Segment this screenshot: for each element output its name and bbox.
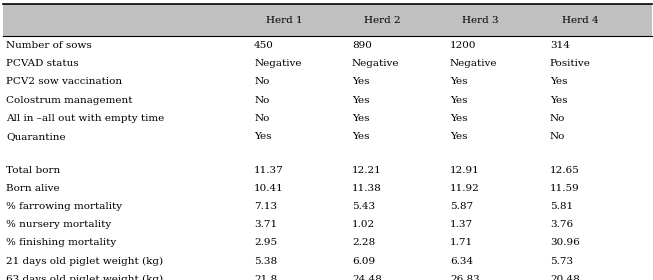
Text: 30.96: 30.96	[550, 238, 580, 248]
Text: Total born: Total born	[6, 165, 60, 175]
Bar	[3, 4, 652, 36]
Text: % finishing mortality: % finishing mortality	[6, 238, 116, 248]
Text: Colostrum management: Colostrum management	[6, 95, 133, 105]
Text: No: No	[254, 95, 270, 105]
Text: 11.38: 11.38	[352, 184, 382, 193]
Text: 6.09: 6.09	[352, 256, 375, 266]
Text: Yes: Yes	[550, 77, 567, 87]
Text: Yes: Yes	[450, 95, 468, 105]
Text: Yes: Yes	[352, 95, 370, 105]
Text: 3.76: 3.76	[550, 220, 573, 229]
Text: 5.73: 5.73	[550, 256, 573, 266]
Text: 7.13: 7.13	[254, 202, 277, 211]
Text: 20.48: 20.48	[550, 275, 580, 280]
Text: Positive: Positive	[550, 59, 591, 68]
Text: Born alive: Born alive	[6, 184, 59, 193]
Text: % farrowing mortality: % farrowing mortality	[6, 202, 122, 211]
Text: Yes: Yes	[450, 77, 468, 87]
Text: Yes: Yes	[450, 114, 468, 123]
Text: Herd 2: Herd 2	[364, 16, 400, 25]
Text: % nursery mortality: % nursery mortality	[6, 220, 111, 229]
Text: 2.95: 2.95	[254, 238, 277, 248]
Text: Number of sows: Number of sows	[6, 41, 91, 50]
Text: Yes: Yes	[450, 132, 468, 141]
Text: Herd 4: Herd 4	[562, 16, 598, 25]
Text: Negative: Negative	[352, 59, 400, 68]
Text: PCV2 sow vaccination: PCV2 sow vaccination	[6, 77, 122, 87]
Text: Yes: Yes	[352, 114, 370, 123]
Text: 3.71: 3.71	[254, 220, 277, 229]
Text: 890: 890	[352, 41, 372, 50]
Text: No: No	[550, 132, 565, 141]
Text: 1.37: 1.37	[450, 220, 473, 229]
Text: 5.87: 5.87	[450, 202, 473, 211]
Text: 12.21: 12.21	[352, 165, 382, 175]
Text: 1.71: 1.71	[450, 238, 473, 248]
Text: 2.28: 2.28	[352, 238, 375, 248]
Text: Quarantine: Quarantine	[6, 132, 65, 141]
Text: Negative: Negative	[254, 59, 302, 68]
Text: Negative: Negative	[450, 59, 498, 68]
Text: 11.37: 11.37	[254, 165, 284, 175]
Text: All in –all out with empty time: All in –all out with empty time	[6, 114, 164, 123]
Text: 11.59: 11.59	[550, 184, 580, 193]
Text: 1200: 1200	[450, 41, 477, 50]
Text: 63 days old piglet weight (kg): 63 days old piglet weight (kg)	[6, 275, 163, 280]
Text: Herd 3: Herd 3	[462, 16, 498, 25]
Text: 1.02: 1.02	[352, 220, 375, 229]
Text: No: No	[550, 114, 565, 123]
Text: 10.41: 10.41	[254, 184, 284, 193]
Text: 26.83: 26.83	[450, 275, 480, 280]
Text: Herd 1: Herd 1	[266, 16, 302, 25]
Text: No: No	[254, 77, 270, 87]
Text: Yes: Yes	[254, 132, 272, 141]
Text: 5.43: 5.43	[352, 202, 375, 211]
Text: 21.8: 21.8	[254, 275, 277, 280]
Text: No: No	[254, 114, 270, 123]
Text: 12.91: 12.91	[450, 165, 480, 175]
Text: 12.65: 12.65	[550, 165, 580, 175]
Text: 314: 314	[550, 41, 569, 50]
Text: 5.81: 5.81	[550, 202, 573, 211]
Text: 11.92: 11.92	[450, 184, 480, 193]
Text: 24.48: 24.48	[352, 275, 382, 280]
Text: 21 days old piglet weight (kg): 21 days old piglet weight (kg)	[6, 256, 163, 266]
Text: Yes: Yes	[352, 77, 370, 87]
Text: Yes: Yes	[352, 132, 370, 141]
Text: 450: 450	[254, 41, 274, 50]
Text: 5.38: 5.38	[254, 256, 277, 266]
Text: Yes: Yes	[550, 95, 567, 105]
Text: 6.34: 6.34	[450, 256, 473, 266]
Text: PCVAD status: PCVAD status	[6, 59, 78, 68]
